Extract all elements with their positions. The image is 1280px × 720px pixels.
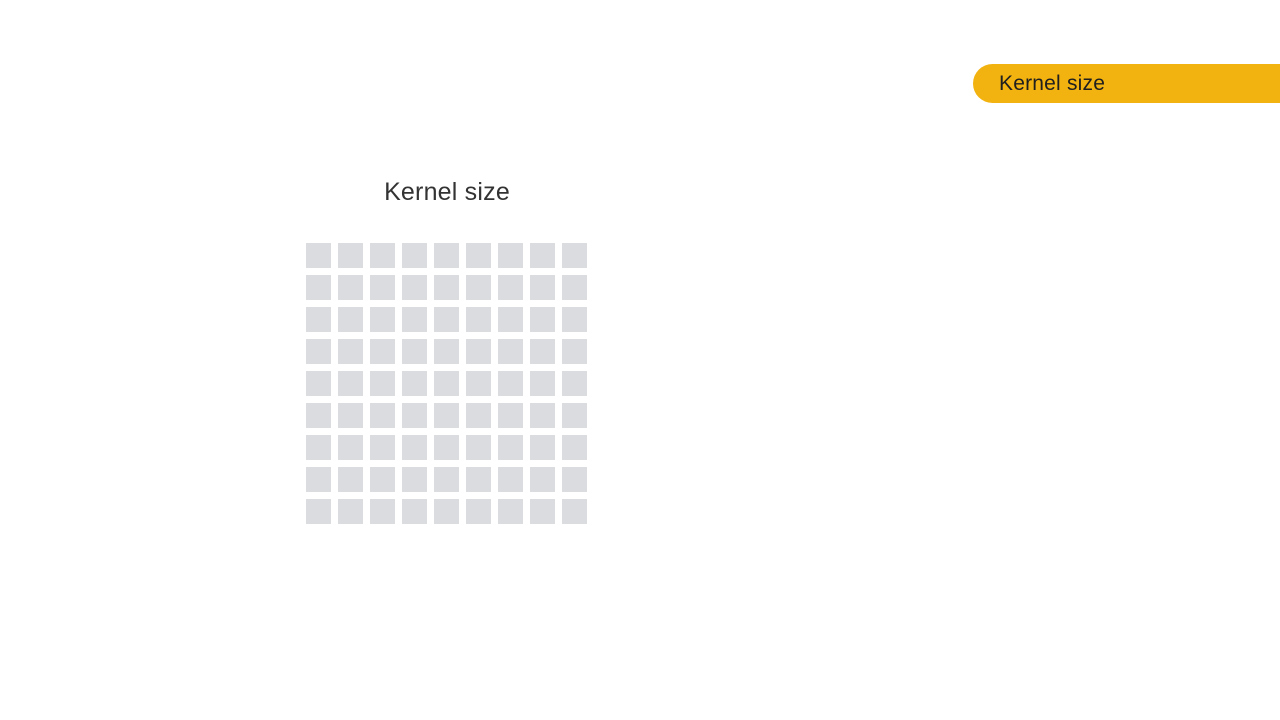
grid-cell bbox=[466, 275, 491, 300]
grid-cell bbox=[338, 467, 363, 492]
grid-cell bbox=[434, 499, 459, 524]
grid-cell bbox=[498, 435, 523, 460]
grid-cell bbox=[370, 275, 395, 300]
grid-cell bbox=[466, 435, 491, 460]
grid-cell bbox=[306, 307, 331, 332]
grid-cell bbox=[530, 371, 555, 396]
grid-cell bbox=[370, 371, 395, 396]
grid-cell bbox=[466, 467, 491, 492]
grid-cell bbox=[434, 403, 459, 428]
grid-cell bbox=[338, 339, 363, 364]
grid-cell bbox=[402, 435, 427, 460]
grid-cell bbox=[306, 371, 331, 396]
grid-cell bbox=[306, 435, 331, 460]
grid-cell bbox=[562, 243, 587, 268]
grid-cell bbox=[434, 339, 459, 364]
grid-cell bbox=[466, 307, 491, 332]
grid-cell bbox=[466, 371, 491, 396]
grid-cell bbox=[466, 403, 491, 428]
grid-cell bbox=[402, 307, 427, 332]
topic-label-text: Kernel size bbox=[999, 71, 1106, 95]
grid-cell bbox=[338, 371, 363, 396]
grid-cell bbox=[306, 403, 331, 428]
topic-label-pill: Kernel size bbox=[973, 64, 1280, 103]
grid-cell bbox=[530, 467, 555, 492]
grid-cell bbox=[338, 243, 363, 268]
grid-cell bbox=[402, 403, 427, 428]
grid-title: Kernel size bbox=[384, 178, 510, 206]
grid-cell bbox=[562, 371, 587, 396]
grid-cell bbox=[338, 275, 363, 300]
grid-cell bbox=[562, 339, 587, 364]
grid-cell bbox=[370, 307, 395, 332]
grid-cell bbox=[498, 243, 523, 268]
grid-cell bbox=[498, 371, 523, 396]
grid-cell bbox=[530, 339, 555, 364]
grid-cell bbox=[562, 307, 587, 332]
grid-cell bbox=[338, 403, 363, 428]
grid-cell bbox=[498, 307, 523, 332]
grid-cell bbox=[530, 275, 555, 300]
grid-cell bbox=[370, 435, 395, 460]
grid-cell bbox=[434, 435, 459, 460]
grid-cell bbox=[338, 307, 363, 332]
grid-cell bbox=[466, 243, 491, 268]
grid-cell bbox=[562, 275, 587, 300]
grid-cell bbox=[498, 275, 523, 300]
grid-cell bbox=[434, 307, 459, 332]
grid-cell bbox=[562, 435, 587, 460]
grid-cell bbox=[306, 275, 331, 300]
grid-cell bbox=[370, 339, 395, 364]
grid-cell bbox=[402, 339, 427, 364]
grid-cell bbox=[306, 499, 331, 524]
grid-cell bbox=[466, 339, 491, 364]
grid-cell bbox=[530, 499, 555, 524]
grid-cell bbox=[434, 275, 459, 300]
grid-cell bbox=[306, 467, 331, 492]
grid-cell bbox=[530, 435, 555, 460]
kernel-grid bbox=[306, 243, 588, 525]
grid-cell bbox=[402, 467, 427, 492]
grid-cell bbox=[370, 243, 395, 268]
grid-cell bbox=[306, 243, 331, 268]
grid-cell bbox=[402, 275, 427, 300]
grid-cell bbox=[370, 499, 395, 524]
grid-cell bbox=[306, 339, 331, 364]
grid-cell bbox=[562, 467, 587, 492]
grid-cell bbox=[498, 499, 523, 524]
grid-cell bbox=[466, 499, 491, 524]
grid-cell bbox=[498, 467, 523, 492]
grid-cell bbox=[530, 403, 555, 428]
grid-cell bbox=[402, 371, 427, 396]
grid-cell bbox=[434, 243, 459, 268]
grid-cell bbox=[370, 467, 395, 492]
grid-cell bbox=[562, 403, 587, 428]
grid-cell bbox=[434, 371, 459, 396]
grid-cell bbox=[434, 467, 459, 492]
grid-cell bbox=[402, 499, 427, 524]
grid-cell bbox=[498, 403, 523, 428]
grid-cell bbox=[338, 435, 363, 460]
grid-cell bbox=[370, 403, 395, 428]
grid-cell bbox=[498, 339, 523, 364]
grid-cell bbox=[530, 243, 555, 268]
grid-cell bbox=[338, 499, 363, 524]
grid-cell bbox=[402, 243, 427, 268]
grid-cell bbox=[562, 499, 587, 524]
grid-cell bbox=[530, 307, 555, 332]
